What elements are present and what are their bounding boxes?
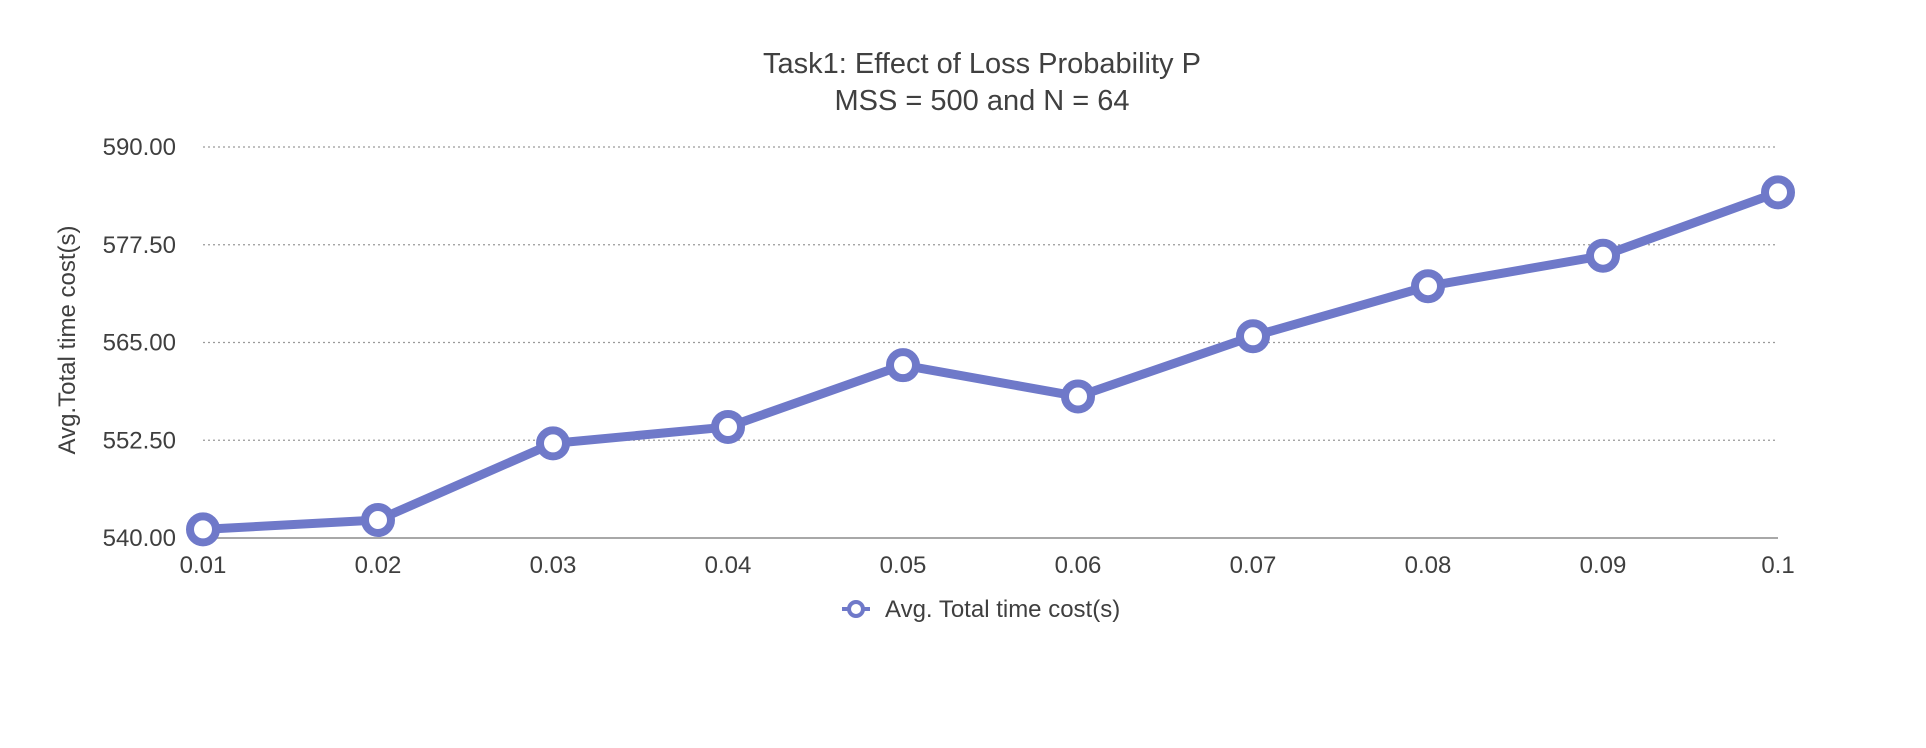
data-point: [1411, 269, 1445, 304]
chart-title: Task1: Effect of Loss Probability P: [763, 48, 1201, 80]
x-tick-label: 0.08: [1405, 552, 1452, 579]
y-tick-label: 540.00: [103, 525, 176, 552]
x-tick-label: 0.02: [355, 552, 402, 579]
x-tick-label: 0.04: [705, 552, 752, 579]
data-point: [711, 409, 745, 444]
data-point: [886, 348, 920, 383]
y-tick-label: 565.00: [103, 330, 176, 357]
x-tick-label: 0.1: [1761, 552, 1794, 579]
y-tick-label: 577.50: [103, 232, 176, 259]
data-point: [1761, 175, 1795, 210]
data-point: [536, 426, 570, 461]
grid-lines: [203, 146, 1778, 441]
x-tick-label: 0.07: [1230, 552, 1277, 579]
series-line: [198, 187, 1783, 534]
y-tick-label: 590.00: [103, 134, 176, 161]
data-point: [1236, 319, 1270, 354]
data-point: [1586, 238, 1620, 273]
legend: Avg. Total time cost(s): [842, 596, 1120, 623]
x-tick-label: 0.05: [880, 552, 927, 579]
x-tick-label: 0.06: [1055, 552, 1102, 579]
series-layer: [186, 175, 1795, 547]
y-axis-title: Avg.Total time cost(s): [54, 226, 81, 455]
x-tick-label: 0.01: [180, 552, 227, 579]
data-point: [361, 503, 395, 538]
x-tick-label: 0.09: [1580, 552, 1627, 579]
x-tick-label: 0.03: [530, 552, 577, 579]
legend-swatch-marker: [847, 600, 865, 618]
x-axis-ticks: 0.01 0.02 0.03 0.04 0.05 0.06 0.07 0.08 0.09 0.1: [180, 552, 1795, 579]
y-tick-label: 552.50: [103, 427, 176, 454]
y-axis-ticks: 540.00 552.50 565.00 577.50 590.00: [103, 134, 176, 552]
data-point: [1061, 379, 1095, 414]
legend-label: Avg. Total time cost(s): [885, 596, 1120, 623]
data-point: [186, 512, 220, 547]
chart-subtitle: MSS = 500 and N = 64: [834, 85, 1129, 117]
